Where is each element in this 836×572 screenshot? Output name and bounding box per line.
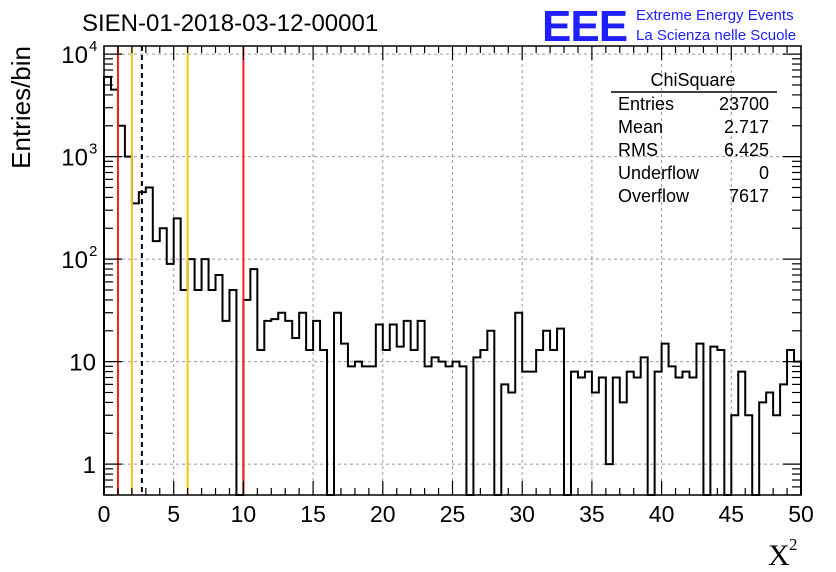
x-tick-label: 20 [370,501,396,527]
y-tick-exponent: 4 [89,38,97,55]
stats-value-mean: 2.717 [724,117,769,137]
stats-value-underflow: 0 [759,163,769,183]
y-tick-label: 10 [69,350,96,377]
logo-mark: EEE [542,2,627,51]
stats-title: ChiSquare [650,70,735,90]
x-tick-label: 35 [579,501,605,527]
stats-label-rms: RMS [618,140,658,160]
eee-logo: EEE Extreme Energy Events La Scienza nel… [542,2,796,51]
x-tick-label: 40 [649,501,675,527]
reference-lines [116,46,245,495]
y-tick-label: 10 [61,145,88,172]
x-tick-label: 45 [719,501,745,527]
chart-title: SIEN-01-2018-03-12-00001 [82,10,378,37]
x-axis-label-sup: 2 [789,535,798,554]
x-tick-label: 0 [98,501,111,527]
histogram-series [103,75,802,496]
y-tick-label: 10 [61,42,88,69]
x-axis: 0 5 10 15 20 25 30 35 40 45 50 [98,46,814,527]
y-tick-label: 1 [83,452,96,479]
logo-line2: La Scienza nelle Scuole [636,27,796,44]
x-axis-label: X 2 [768,535,798,572]
logo-line1: Extreme Energy Events [636,7,794,24]
x-axis-label-main: X [768,539,790,572]
stats-label-entries: Entries [618,94,674,114]
x-tick-label: 15 [300,501,326,527]
stats-box: ChiSquare Entries 23700 Mean 2.717 RMS 6.425 U… [611,70,777,206]
x-tick-label: 5 [167,501,180,527]
y-tick-label: 10 [61,247,88,274]
x-tick-label: 30 [509,501,535,527]
stats-label-overflow: Overflow [618,186,690,206]
stats-value-rms: 6.425 [724,140,769,160]
x-tick-label: 10 [231,501,257,527]
x-tick-label: 25 [440,501,466,527]
stats-label-underflow: Underflow [618,163,700,183]
stats-value-entries: 23700 [719,94,769,114]
y-axis-label: Entries/bin [6,46,36,169]
y-tick-exponent: 2 [89,243,97,260]
x-tick-label: 50 [788,501,814,527]
stats-value-overflow: 7617 [729,186,769,206]
y-tick-exponent: 3 [89,141,97,158]
stats-label-mean: Mean [618,117,663,137]
